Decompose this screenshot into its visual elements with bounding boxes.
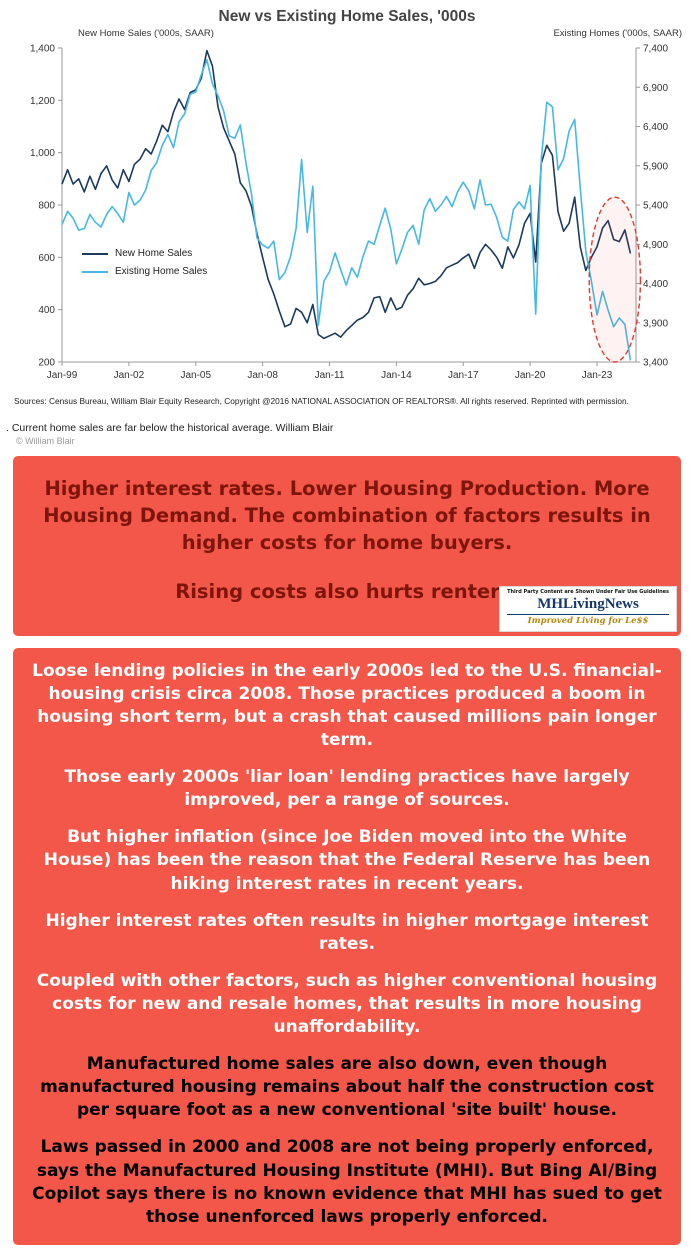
svg-text:Jan-23: Jan-23: [582, 370, 613, 381]
figure-caption: . Current home sales are far below the h…: [6, 422, 334, 434]
svg-text:Jan-08: Jan-08: [247, 370, 278, 381]
callout-box: Higher interest rates. Lower Housing Pro…: [13, 456, 681, 636]
svg-text:Jan-99: Jan-99: [47, 370, 78, 381]
right-axis-title: Existing Homes ('000s, SAAR): [553, 28, 682, 39]
home-sales-line-chart: 200 400 600 800 1,000 1,200 1,400 3,400 3,900 4,4…: [30, 44, 668, 382]
svg-text:6,900: 6,900: [643, 83, 668, 94]
chart-sources: Sources: Census Bureau, William Blair Eq…: [14, 396, 629, 406]
legend-label: New Home Sales: [115, 248, 193, 259]
copyright-line: © William Blair: [16, 436, 75, 446]
logo-tagline: Improved Living for Le$$: [527, 615, 649, 626]
svg-text:800: 800: [38, 201, 55, 212]
chart-legend: New Home Sales Existing Home Sales: [82, 248, 207, 277]
existing-home-sales-line-swatch: [82, 270, 108, 273]
svg-text:6,400: 6,400: [643, 122, 668, 133]
legend-item-existing-home-sales: Existing Home Sales: [82, 266, 207, 277]
svg-text:Jan-14: Jan-14: [381, 370, 412, 381]
svg-text:1,200: 1,200: [30, 96, 55, 107]
svg-text:600: 600: [38, 253, 55, 264]
logo-disclaimer: Third Party Content are Shown Under Fair…: [507, 588, 669, 595]
svg-text:Jan-05: Jan-05: [180, 370, 211, 381]
mhlivingnews-logo: Third Party Content are Shown Under Fair…: [499, 585, 677, 632]
commentary-paragraph: Coupled with other factors, such as high…: [36, 970, 658, 1038]
commentary-paragraph: Those early 2000s 'liar loan' lending pr…: [64, 767, 630, 811]
legend-label: Existing Home Sales: [115, 266, 208, 277]
svg-text:5,400: 5,400: [643, 201, 668, 212]
svg-text:4,900: 4,900: [643, 240, 668, 251]
svg-text:Jan-17: Jan-17: [448, 370, 479, 381]
legend-item-new-home-sales: New Home Sales: [82, 248, 207, 259]
svg-text:3,900: 3,900: [643, 318, 668, 329]
svg-text:Jan-11: Jan-11: [315, 370, 345, 381]
axis-titles-row: New Home Sales ('000s, SAAR) Existing Ho…: [0, 28, 694, 39]
svg-text:200: 200: [38, 358, 55, 369]
commentary-paragraph: Loose lending policies in the early 2000…: [32, 660, 662, 750]
svg-text:Jan-02: Jan-02: [114, 370, 145, 381]
left-axis-title: New Home Sales ('000s, SAAR): [78, 28, 214, 39]
svg-text:7,400: 7,400: [643, 44, 668, 55]
chart-title: New vs Existing Home Sales, '000s: [218, 8, 476, 25]
logo-wordmark: MHLivingNews: [507, 596, 669, 615]
commentary-paragraph: Laws passed in 2000 and 2008 are not bei…: [32, 1137, 662, 1227]
callout-paragraph: Higher interest rates. Lower Housing Pro…: [43, 477, 651, 554]
svg-text:5,900: 5,900: [643, 161, 668, 172]
svg-text:3,400: 3,400: [643, 358, 668, 369]
svg-text:400: 400: [38, 305, 55, 316]
chart-section: New vs Existing Home Sales, '000s New Ho…: [0, 0, 694, 406]
callout-paragraph: Rising costs also hurts renters.: [175, 579, 519, 603]
svg-text:Jan-20: Jan-20: [515, 370, 546, 381]
svg-text:1,400: 1,400: [30, 44, 55, 55]
svg-text:1,000: 1,000: [30, 148, 55, 159]
commentary-paragraph: But higher inflation (since Joe Biden mo…: [43, 827, 651, 894]
svg-text:4,400: 4,400: [643, 279, 668, 290]
plot-area: 200 400 600 800 1,000 1,200 1,400 3,400 3,900 4,4…: [0, 40, 694, 392]
commentary-paragraph: Higher interest rates often results in h…: [45, 910, 649, 954]
new-home-sales-line-swatch: [82, 252, 108, 255]
commentary-paragraph: Manufactured home sales are also down, e…: [40, 1054, 654, 1121]
commentary-box: Loose lending policies in the early 2000…: [13, 647, 681, 1245]
